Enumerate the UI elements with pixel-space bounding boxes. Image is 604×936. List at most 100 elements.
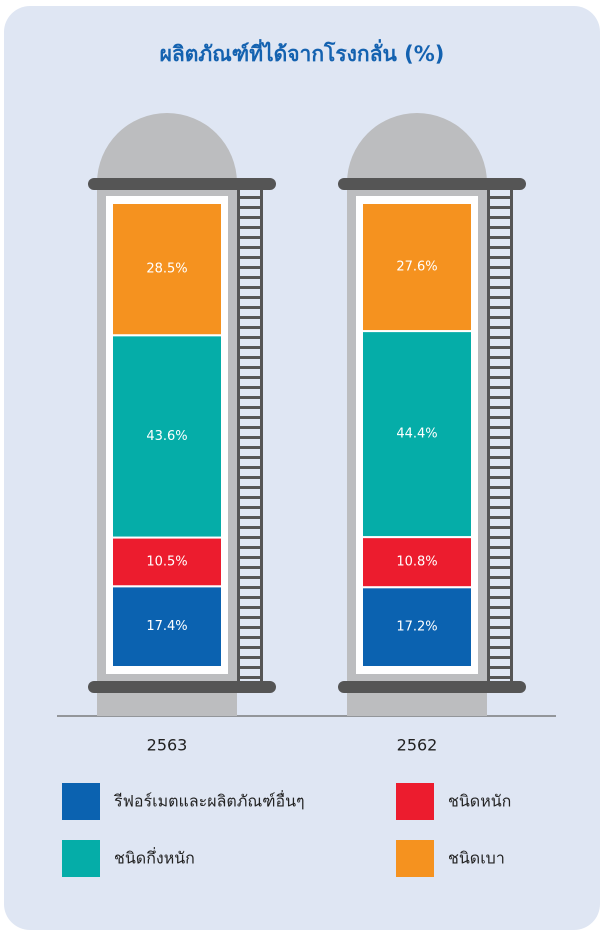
ladder-rung (487, 366, 513, 369)
ladder-rung (487, 326, 513, 329)
ladder-rung (237, 366, 263, 369)
ladder-rung (237, 386, 263, 389)
ladder-rung (487, 486, 513, 489)
ladder-rung (237, 306, 263, 309)
ladder-rung (237, 266, 263, 269)
tower-bottom-bar (88, 681, 276, 693)
ladder-rung (237, 656, 263, 659)
ladder-rung (487, 456, 513, 459)
ladder-rung (237, 436, 263, 439)
value-label: 28.5% (146, 262, 187, 277)
ladder-rung (487, 606, 513, 609)
ladder-rung (237, 626, 263, 629)
ladder-rung (237, 416, 263, 419)
ladder-rung (237, 556, 263, 559)
ladder-rung (487, 256, 513, 259)
ladder-rung (237, 516, 263, 519)
ladder-rung (487, 566, 513, 569)
tower-top-bar (88, 178, 276, 190)
ladder-rung (487, 546, 513, 549)
ladder-rung (237, 496, 263, 499)
ladder-rung (487, 426, 513, 429)
ladder-rung (487, 236, 513, 239)
tower-bottom-bar (338, 681, 526, 693)
ladder-rung (237, 236, 263, 239)
ladder-rung (487, 316, 513, 319)
ladder-rung (487, 296, 513, 299)
legend-label: ชนิดหนัก (448, 792, 511, 811)
ladder-rung (237, 356, 263, 359)
ladder-rung (487, 626, 513, 629)
value-label: 17.2% (396, 620, 437, 635)
ladder-rung (487, 586, 513, 589)
ladder-rung (237, 216, 263, 219)
ladder-rung (237, 346, 263, 349)
legend-swatch (62, 840, 100, 877)
ladder-rung (487, 636, 513, 639)
ladder-rung (237, 526, 263, 529)
legend-swatch (396, 783, 434, 820)
legend-swatch (62, 783, 100, 820)
value-label: 17.4% (146, 619, 187, 634)
chart: ผลิตภัณฑ์ที่ได้จากโรงกลั่น (%) 17.4%10.5… (0, 0, 604, 936)
ladder-rung (237, 446, 263, 449)
ladder-rung (237, 286, 263, 289)
value-label: 27.6% (396, 260, 437, 275)
ladder-rung (487, 376, 513, 379)
ladder-rung (487, 656, 513, 659)
ladder-rung (487, 386, 513, 389)
ladder-rung (487, 306, 513, 309)
ladder-rung (487, 526, 513, 529)
legend-label: รีฟอร์เมตและผลิตภัณฑ์อื่นๆ (114, 790, 305, 811)
ladder-rung (237, 646, 263, 649)
ladder-rung (237, 206, 263, 209)
x-tick-label: 2562 (397, 736, 438, 755)
ladder-rung (487, 356, 513, 359)
ladder-rung (487, 466, 513, 469)
tower-top-bar (338, 178, 526, 190)
ladder-rung (487, 506, 513, 509)
ladder-rung (237, 456, 263, 459)
ladder-rung (237, 506, 263, 509)
legend-label: ชนิดกึ่งหนัก (114, 847, 195, 868)
ladder-rung (237, 596, 263, 599)
ladder-rung (487, 516, 513, 519)
x-tick-label: 2563 (147, 736, 188, 755)
ladder-rung (487, 616, 513, 619)
ladder-rung (487, 396, 513, 399)
ladder-rung (487, 436, 513, 439)
ladder-rung (237, 536, 263, 539)
ladder-rung (237, 576, 263, 579)
ladder-rung (487, 266, 513, 269)
ladder-rung (487, 216, 513, 219)
legend-swatch (396, 840, 434, 877)
ladder-rung (237, 316, 263, 319)
ladder-rung (487, 336, 513, 339)
ladder-rung (487, 346, 513, 349)
ladder-rung (237, 276, 263, 279)
value-label: 10.5% (146, 554, 187, 569)
ladder-rung (487, 196, 513, 199)
ladder-rung (237, 666, 263, 669)
ladder-rung (487, 576, 513, 579)
legend-label: ชนิดเบา (448, 849, 505, 868)
ladder-rung (237, 326, 263, 329)
ladder-rung (237, 246, 263, 249)
ladder-rung (487, 206, 513, 209)
ladder-rung (237, 196, 263, 199)
value-label: 44.4% (396, 427, 437, 442)
ladder-rung (237, 396, 263, 399)
ladder-rung (487, 246, 513, 249)
ladder-rung (237, 606, 263, 609)
ladder-rung (487, 286, 513, 289)
ladder-rung (487, 536, 513, 539)
ladder-rung (487, 276, 513, 279)
ladder-rung (237, 376, 263, 379)
ladder-rung (237, 486, 263, 489)
ladder-rung (237, 566, 263, 569)
ladder-rung (487, 556, 513, 559)
ladder-rung (237, 256, 263, 259)
ladder-rung (237, 586, 263, 589)
ladder-rung (487, 676, 513, 679)
ladder-rung (237, 406, 263, 409)
